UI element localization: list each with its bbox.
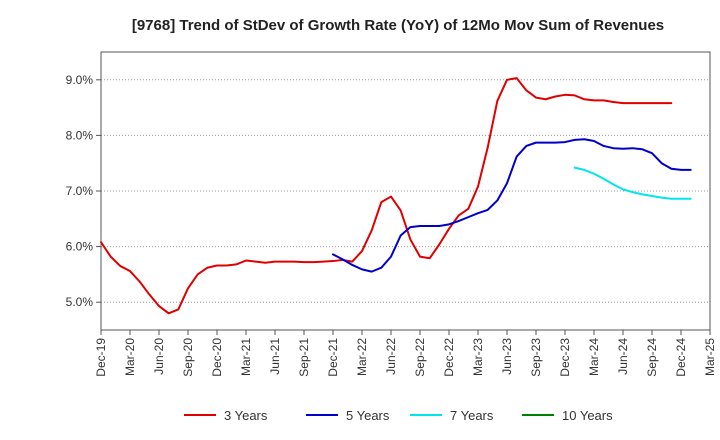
x-tick-label: Sep-23	[529, 338, 543, 377]
x-tick-label: Mar-20	[123, 338, 137, 376]
grid-lines	[101, 79, 710, 303]
x-tick-label: Dec-24	[674, 338, 688, 377]
series-line-5-years	[332, 138, 692, 273]
y-tick-label: 8.0%	[66, 128, 94, 142]
x-tick-label: Mar-25	[703, 338, 717, 376]
x-tick-label: Jun-20	[152, 338, 166, 375]
x-axis: Dec-19 Mar-20 Jun-20 Sep-20 Dec-20 Mar-21 Jun-…	[94, 330, 717, 377]
x-tick-label: Sep-20	[181, 338, 195, 377]
x-tick-label: Dec-21	[326, 338, 340, 377]
y-tick-label: 9.0%	[66, 73, 94, 87]
x-tick-label: Jun-21	[268, 338, 282, 375]
x-tick-label: Dec-19	[94, 338, 108, 377]
x-tick-label: Mar-23	[471, 338, 485, 376]
legend-label: 3 Years	[224, 408, 268, 423]
series-line-7-years	[573, 166, 692, 200]
chart-title: [9768] Trend of StDev of Growth Rate (Yo…	[132, 17, 664, 34]
x-tick-label: Jun-22	[384, 338, 398, 375]
x-tick-label: Mar-24	[587, 338, 601, 376]
y-tick-label: 7.0%	[66, 184, 94, 198]
x-tick-label: Dec-22	[442, 338, 456, 377]
plot-area	[100, 51, 711, 331]
y-tick-label: 6.0%	[66, 240, 94, 254]
legend-label: 5 Years	[346, 408, 390, 423]
x-tick-label: Dec-20	[210, 338, 224, 377]
series-lines	[100, 77, 692, 315]
x-tick-label: Sep-24	[645, 338, 659, 377]
legend: 3 Years 5 Years 7 Years 10 Years	[184, 408, 613, 423]
legend-label: 7 Years	[450, 408, 494, 423]
series-line-3-years	[100, 77, 673, 315]
y-tick-label: 5.0%	[66, 295, 94, 309]
x-tick-label: Jun-23	[500, 338, 514, 375]
x-tick-label: Sep-21	[297, 338, 311, 377]
x-tick-label: Jun-24	[616, 338, 630, 375]
y-axis: 5.0% 6.0% 7.0% 8.0% 9.0%	[66, 73, 101, 309]
legend-label: 10 Years	[562, 408, 613, 423]
x-tick-label: Mar-22	[355, 338, 369, 376]
x-tick-label: Sep-22	[413, 338, 427, 377]
x-tick-label: Mar-21	[239, 338, 253, 376]
x-tick-label: Dec-23	[558, 338, 572, 377]
